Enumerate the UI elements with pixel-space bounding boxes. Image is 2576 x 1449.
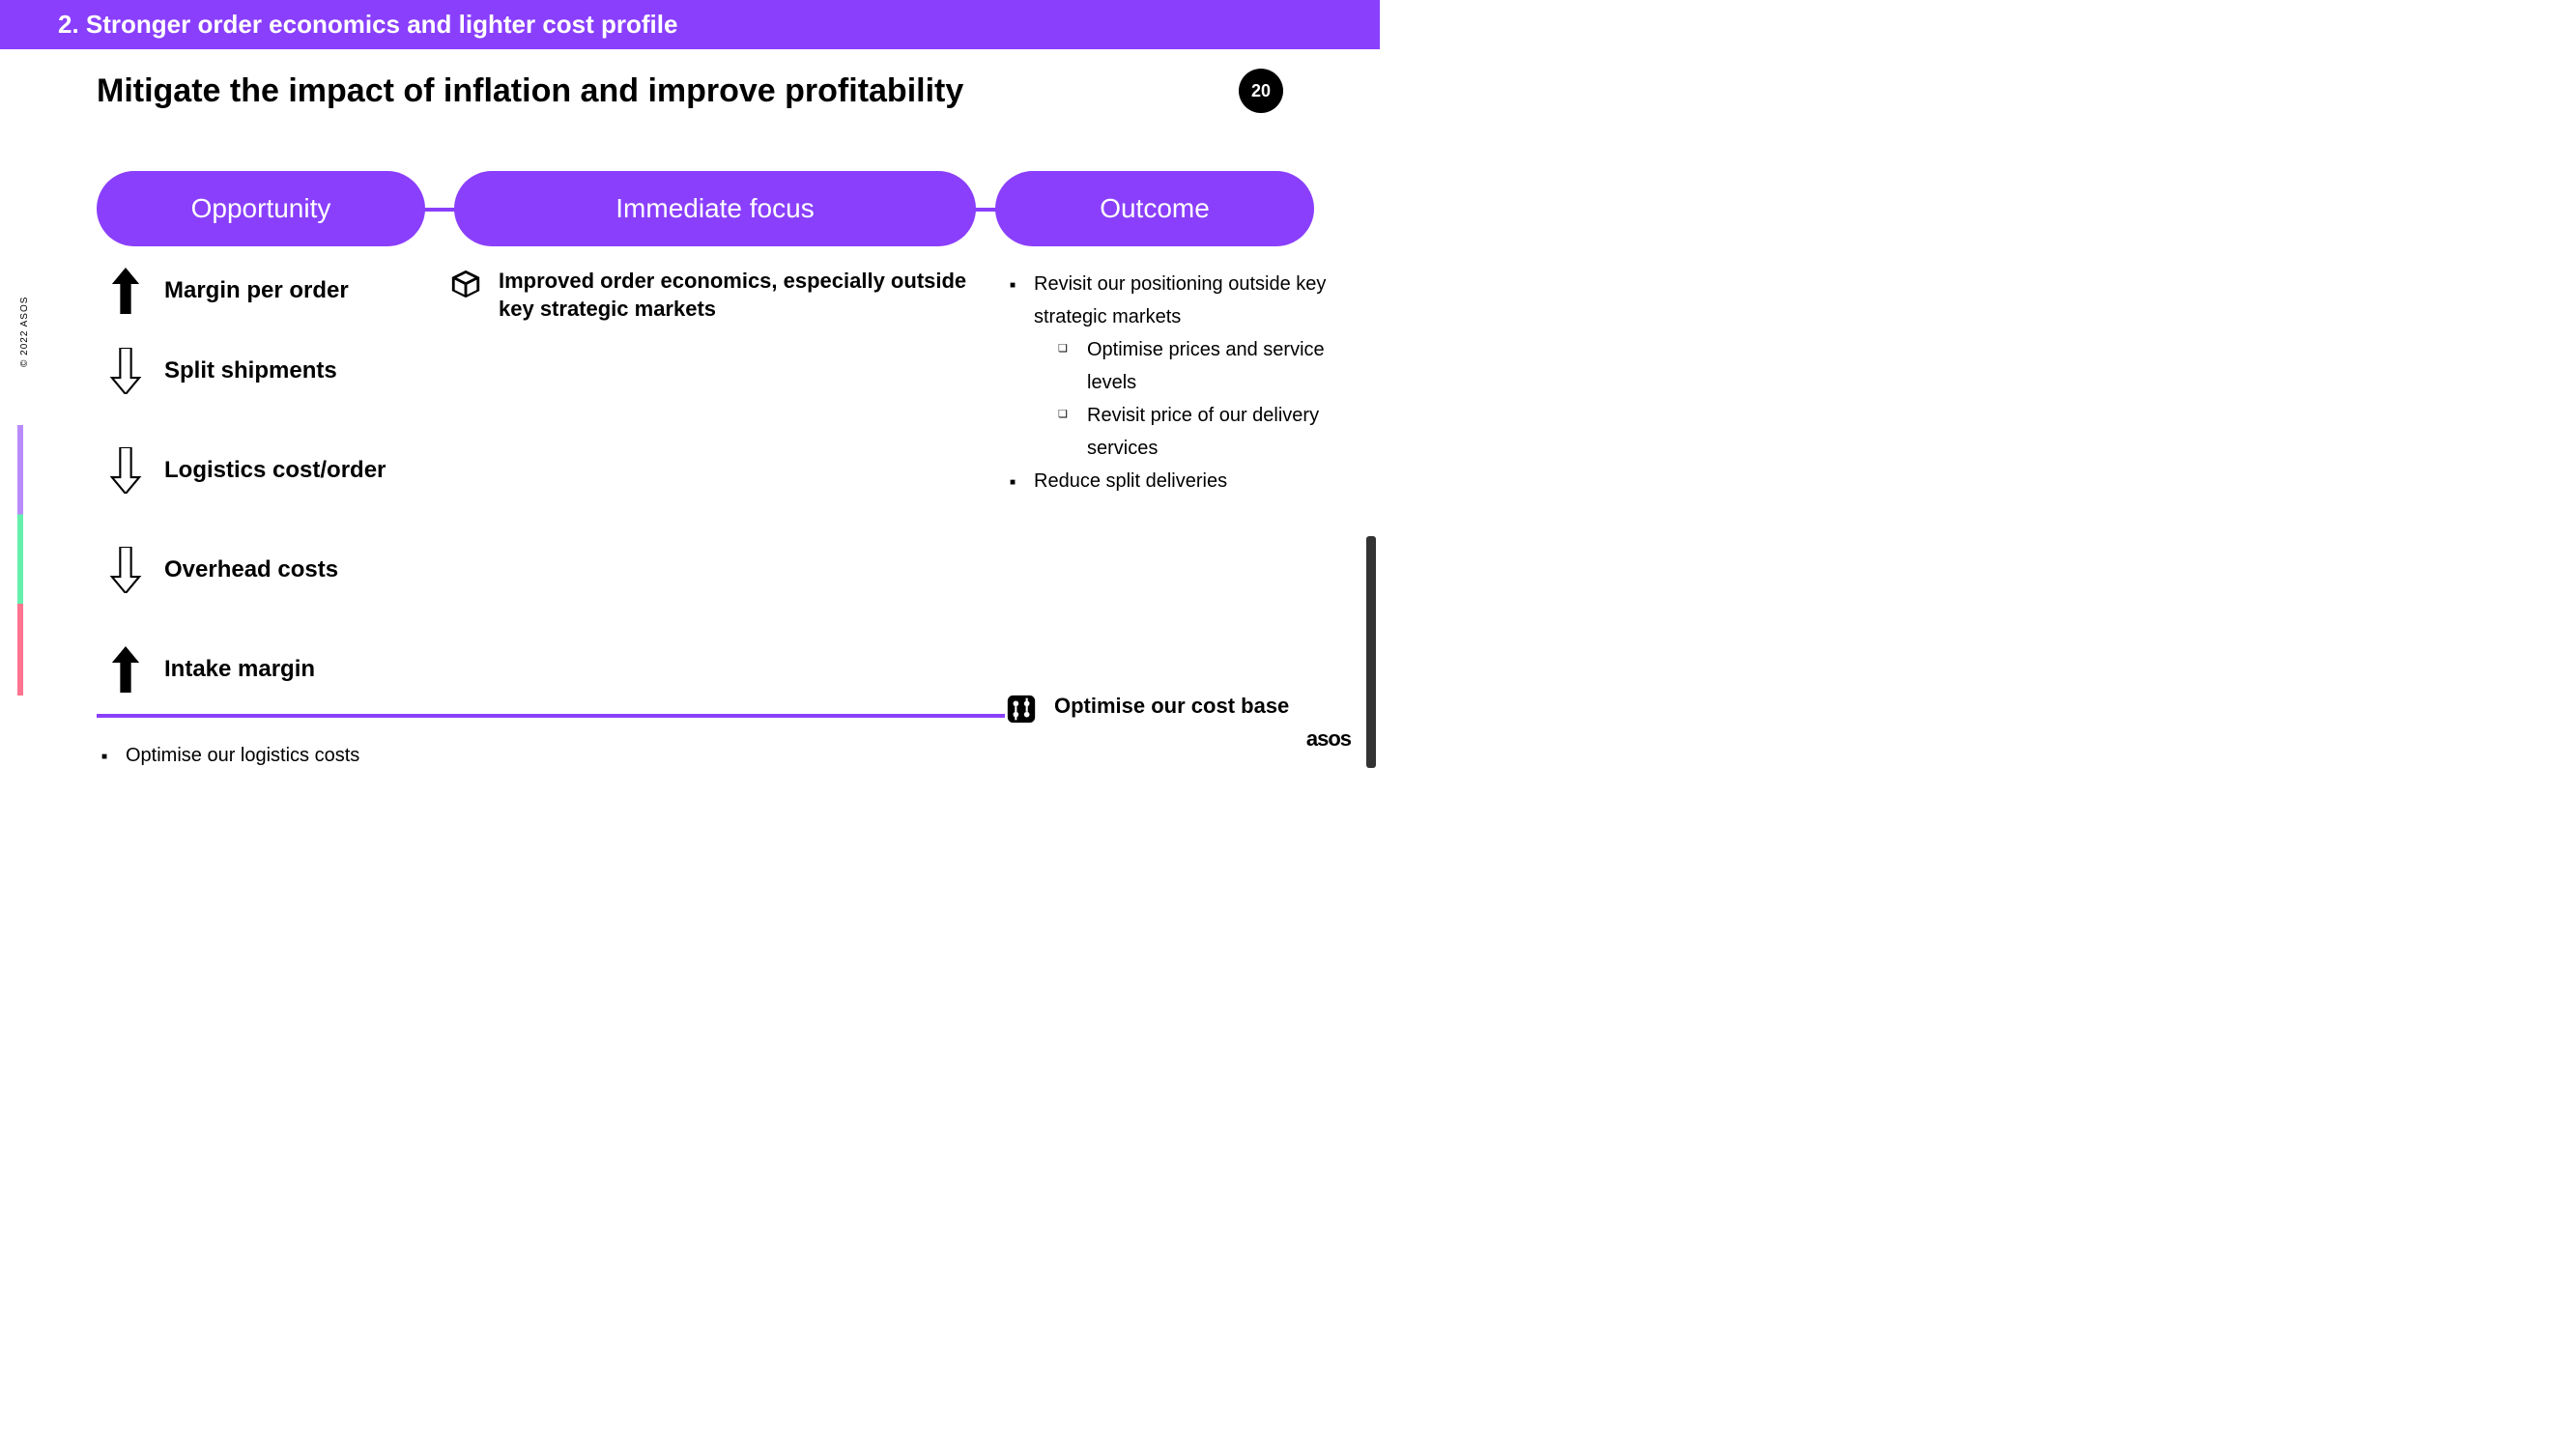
brand-logo: asos — [1306, 726, 1351, 752]
pill-opportunity: Opportunity — [97, 171, 425, 246]
focus-1: Revisit our positioning outside key stra… — [1005, 268, 1333, 497]
opportunity-1-text: Improved order economics, especially out… — [499, 268, 986, 497]
focus-subitem: Revisit price of our delivery services — [1058, 399, 1333, 465]
focus-subitem: Consolidation of warehouses — [150, 772, 449, 776]
scrollbar[interactable] — [1366, 536, 1376, 768]
opportunity-1: Improved order economics, especially out… — [449, 268, 1005, 497]
outcome-text: Intake margin — [164, 656, 315, 684]
column-headers: Opportunity Immediate focus Outcome — [97, 171, 1283, 248]
slide-title: Mitigate the impact of inflation and imp… — [97, 72, 963, 110]
focus-subitem: Optimise prices and service levels — [1058, 333, 1333, 399]
opportunity-2-text: Optimise our cost base — [1054, 693, 1289, 739]
focus-item: Reduce split deliveries — [1005, 465, 1333, 497]
arrow-up-icon — [106, 646, 145, 693]
focus-2: Optimise our logistics costs Consolidati… — [97, 739, 449, 776]
outcome-text: Logistics cost/order — [164, 457, 386, 485]
sliders-icon — [1005, 693, 1040, 739]
arrow-down-icon — [106, 547, 145, 593]
pill-immediate-focus: Immediate focus — [454, 171, 976, 246]
arrow-up-icon — [106, 268, 145, 314]
outcome-text: Margin per order — [164, 277, 349, 305]
package-icon — [449, 268, 484, 497]
copyright-text: © 2022 ASOS — [19, 297, 30, 367]
focus-item: Optimise our logistics costs — [126, 745, 359, 766]
arrow-down-icon — [106, 447, 145, 494]
arrow-down-icon — [106, 348, 145, 394]
outcome-text: Split shipments — [164, 357, 337, 385]
outcomes-column: Margin per order Split shipments Logisti… — [97, 268, 449, 693]
row-divider — [97, 714, 1005, 718]
side-gradient-bar — [17, 425, 23, 696]
pill-outcome: Outcome — [995, 171, 1314, 246]
section-header: 2. Stronger order economics and lighter … — [0, 0, 1380, 49]
opportunity-2: Optimise our cost base — [1005, 693, 1333, 739]
slide: 2. Stronger order economics and lighter … — [0, 0, 1380, 776]
page-number-badge: 20 — [1239, 69, 1283, 113]
focus-item: Revisit our positioning outside key stra… — [1034, 273, 1326, 327]
outcome-text: Overhead costs — [164, 556, 338, 584]
